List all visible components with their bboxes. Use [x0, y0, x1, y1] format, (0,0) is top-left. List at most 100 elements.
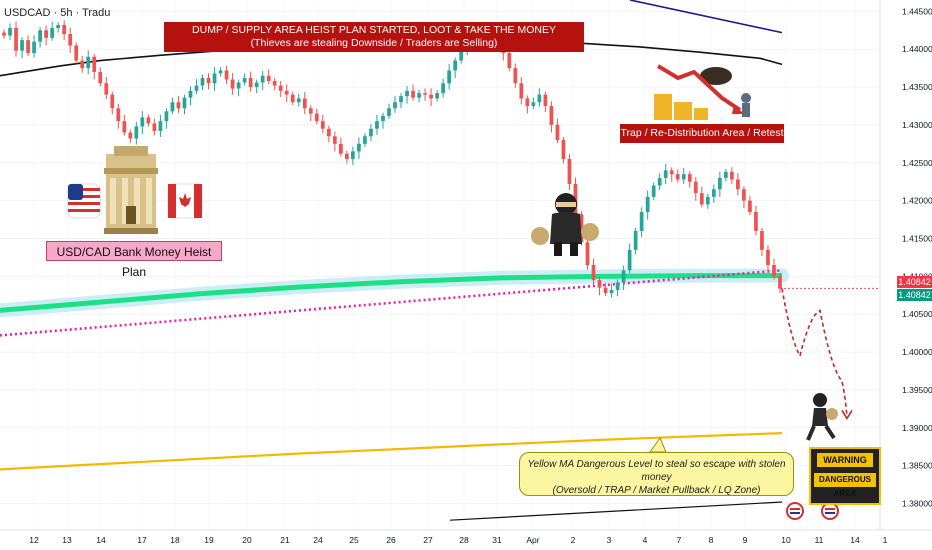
candle-body: [182, 97, 187, 109]
projection-arrowhead: [841, 410, 853, 420]
candle-body: [363, 136, 367, 144]
banner-line-2: (Thieves are stealing Downside / Traders…: [250, 37, 498, 49]
candle-body: [351, 151, 355, 159]
candle-body: [248, 77, 253, 88]
candle-body: [32, 41, 36, 53]
y-axis-panel: [880, 0, 932, 550]
supply-heist-banner: DUMP / SUPPLY AREA HEIST PLAN STARTED, L…: [164, 22, 584, 52]
candle-body: [110, 94, 115, 109]
candle-body: [459, 50, 464, 61]
candle-body: [302, 98, 307, 109]
y-tick-label: 1.38500: [902, 461, 932, 471]
projection-path: [781, 288, 848, 417]
candle-body: [230, 79, 235, 89]
x-tick-label: 4: [643, 535, 648, 545]
candle-body: [278, 85, 283, 91]
candle-body: [687, 174, 692, 182]
candle-body: [525, 98, 530, 106]
trap-label: Trap / Re-Distribution Area / Retest: [620, 124, 784, 143]
candle-body: [320, 121, 325, 129]
ma-navy-line: [629, 0, 783, 34]
canada-flag-icon: [167, 183, 203, 219]
candle-body: [399, 96, 403, 103]
x-tick-label: 31: [492, 535, 502, 545]
candle-body: [104, 83, 109, 95]
candle-body: [579, 214, 584, 243]
candle-body: [50, 28, 54, 38]
candle-body: [146, 117, 151, 124]
candle-body: [86, 56, 91, 69]
candle-body: [447, 70, 452, 84]
x-tick-label: 18: [170, 535, 180, 545]
x-tick-label: 9: [743, 535, 748, 545]
y-tick-label: 1.40000: [902, 347, 932, 357]
yellow-note-line-1: Yellow MA Dangerous Level to steal so es…: [527, 459, 786, 483]
x-tick-label: 11: [815, 535, 824, 545]
candle-body: [585, 242, 590, 265]
x-tick-label: 19: [204, 535, 214, 545]
candle-body: [290, 94, 295, 103]
last-price-tag-red: 1.40842: [897, 276, 932, 288]
candle-body: [633, 230, 638, 250]
x-tick-label: 26: [386, 535, 396, 545]
candle-body: [723, 171, 728, 178]
candle-body: [236, 82, 241, 89]
candle-body: [170, 102, 175, 112]
candle-body: [218, 70, 223, 74]
candle-body: [669, 170, 674, 175]
y-tick-label: 1.43000: [902, 120, 932, 130]
us-event-icon-2: [821, 502, 839, 520]
candle-body: [375, 121, 379, 129]
candle-body: [597, 280, 602, 288]
ma-green-line: [0, 273, 782, 313]
candle-body: [128, 132, 133, 139]
candle-body: [675, 174, 680, 180]
candle-body: [326, 128, 331, 137]
candle-body: [2, 32, 6, 36]
candle-body: [760, 230, 764, 250]
candle-body: [736, 179, 740, 190]
yellow-ma-note: Yellow MA Dangerous Level to steal so es…: [519, 452, 794, 496]
x-tick-label: 25: [349, 535, 359, 545]
x-tick-label: Apr: [526, 535, 539, 545]
candle-body: [681, 174, 686, 180]
x-tick-label: 28: [459, 535, 469, 545]
ma-magenta-line: [0, 269, 783, 337]
candle-body: [284, 90, 289, 95]
candle-body: [308, 108, 313, 114]
candle-body: [176, 102, 181, 109]
candle-body: [74, 45, 79, 61]
candle-body: [531, 102, 536, 106]
candle-body: [260, 75, 265, 83]
candle-body: [748, 200, 752, 212]
candle-body: [345, 153, 349, 159]
candle-body: [62, 24, 67, 35]
heist-plan-label: USD/CAD Bank Money Heist Plan: [46, 241, 222, 279]
y-tick-label: 1.42500: [902, 158, 932, 168]
candle-body: [453, 60, 458, 71]
us-event-icon: [786, 502, 804, 520]
candle-body: [627, 249, 632, 271]
x-tick-label: 24: [313, 535, 323, 545]
candle-body: [645, 196, 650, 212]
x-tick-label: 2: [571, 535, 576, 545]
candle-body: [507, 53, 512, 69]
candle-body: [603, 287, 608, 294]
candle-body: [122, 121, 127, 133]
ma-yellow-line: [0, 432, 783, 471]
candle-body: [254, 82, 259, 88]
candle-body: [441, 83, 445, 94]
candle-body: [429, 94, 433, 99]
candle-body: [56, 24, 61, 29]
running-thief-icon: [806, 393, 838, 441]
candle-body: [639, 212, 644, 231]
candle-body: [693, 181, 698, 194]
candle-body: [152, 123, 157, 131]
candle-body: [651, 185, 656, 197]
candle-body: [332, 136, 337, 144]
candle-body: [609, 289, 614, 294]
candle-body: [381, 115, 385, 122]
candle-body: [621, 270, 626, 283]
x-tick-label: 20: [242, 535, 252, 545]
